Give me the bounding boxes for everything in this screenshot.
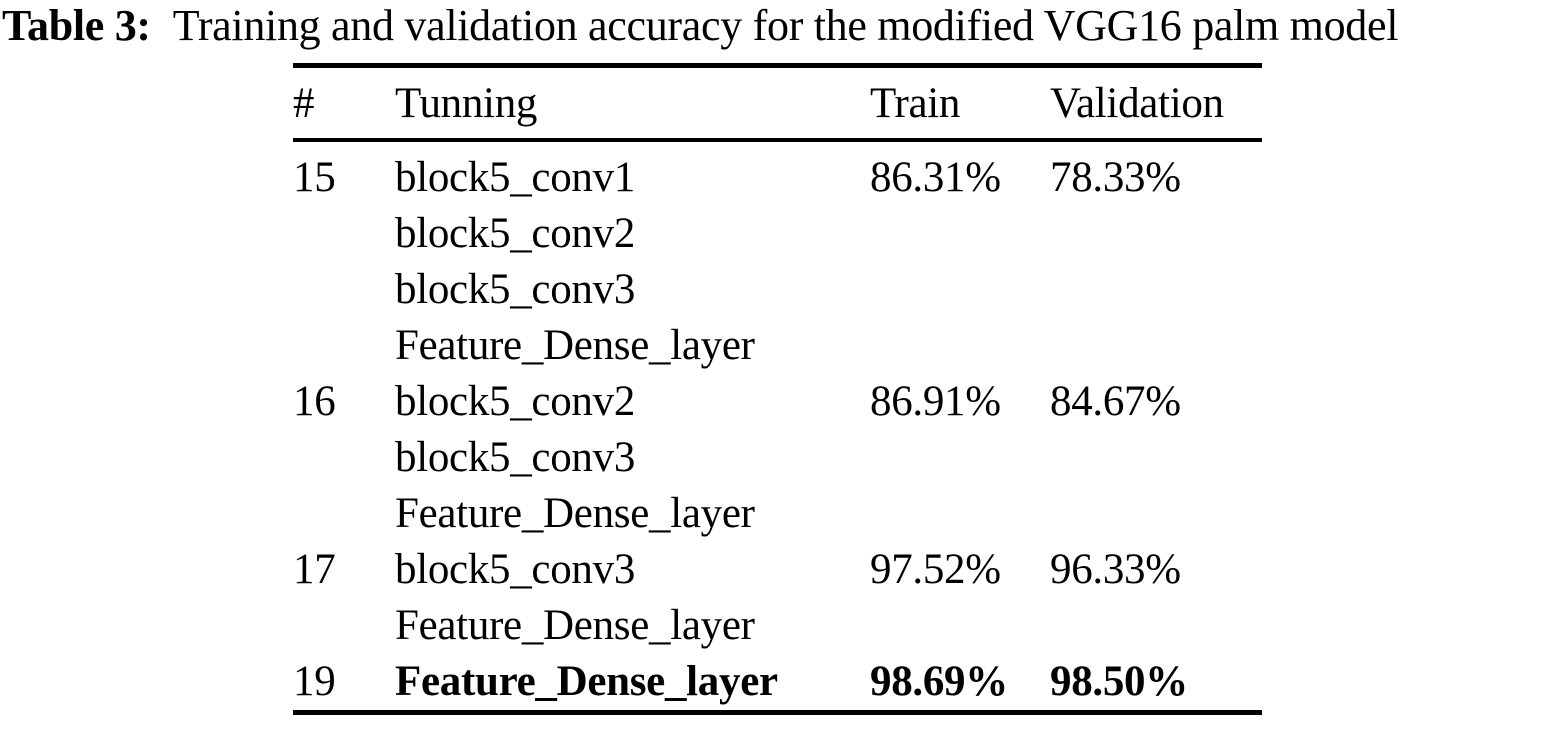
- tunning-cell: Feature_Dense_layer: [395, 654, 870, 710]
- tunning-line: Feature_Dense_layer: [395, 658, 778, 705]
- tunning-line: Feature_Dense_layer: [395, 322, 755, 369]
- header-validation: Validation: [1050, 79, 1224, 127]
- tunning-line: Feature_Dense_layer: [395, 490, 755, 537]
- train-value: 86.91%: [870, 378, 1001, 425]
- header-train: Train: [870, 79, 961, 127]
- tunning-line: block5_conv2: [395, 378, 636, 425]
- train-value: 98.69%: [870, 658, 1008, 705]
- tunning-line: block5_conv2: [395, 210, 636, 257]
- validation-value: 84.67%: [1050, 378, 1181, 425]
- top-rule: [293, 63, 1262, 68]
- table-row: 19 Feature_Dense_layer 98.69% 98.50%: [293, 654, 1262, 710]
- bottom-rule: [293, 710, 1262, 715]
- table-row: 15 block5_conv1 block5_conv2 block5_conv3 Fe…: [293, 150, 1262, 374]
- validation-value: 96.33%: [1050, 546, 1181, 593]
- table-caption: Table 3: Training and validation accuracy…: [2, 0, 1554, 54]
- table-row: 16 block5_conv2 block5_conv3 Feature_Dense_…: [293, 374, 1262, 542]
- train-value: 86.31%: [870, 154, 1001, 201]
- row-number: 17: [293, 546, 336, 593]
- tunning-cell: block5_conv1 block5_conv2 block5_conv3 Feat…: [395, 150, 870, 374]
- tunning-line: Feature_Dense_layer: [395, 602, 755, 649]
- row-number: 16: [293, 378, 336, 425]
- header-tunning: Tunning: [395, 79, 538, 127]
- caption-label: Table 3:: [2, 1, 151, 50]
- tunning-line: block5_conv1: [395, 154, 636, 201]
- header-row: # Tunning Train Validation: [293, 68, 1262, 138]
- tunning-line: block5_conv3: [395, 546, 636, 593]
- tunning-line: block5_conv3: [395, 434, 636, 481]
- train-value: 97.52%: [870, 546, 1001, 593]
- caption-text: Training and validation accuracy for the…: [172, 1, 1399, 50]
- accuracy-table: # Tunning Train Validation 15 block5_conv…: [293, 63, 1262, 715]
- validation-value: 78.33%: [1050, 154, 1181, 201]
- validation-value: 98.50%: [1050, 658, 1188, 705]
- table-row: 17 block5_conv3 Feature_Dense_layer 97.52% 9…: [293, 542, 1262, 654]
- header-num: #: [293, 79, 315, 127]
- tunning-cell: block5_conv3 Feature_Dense_layer: [395, 542, 870, 654]
- header-rule: [293, 138, 1262, 142]
- table-body: 15 block5_conv1 block5_conv2 block5_conv3 Fe…: [293, 142, 1262, 710]
- row-number: 19: [293, 658, 336, 705]
- tunning-cell: block5_conv2 block5_conv3 Feature_Dense_la…: [395, 374, 870, 542]
- row-number: 15: [293, 154, 336, 201]
- tunning-line: block5_conv3: [395, 266, 636, 313]
